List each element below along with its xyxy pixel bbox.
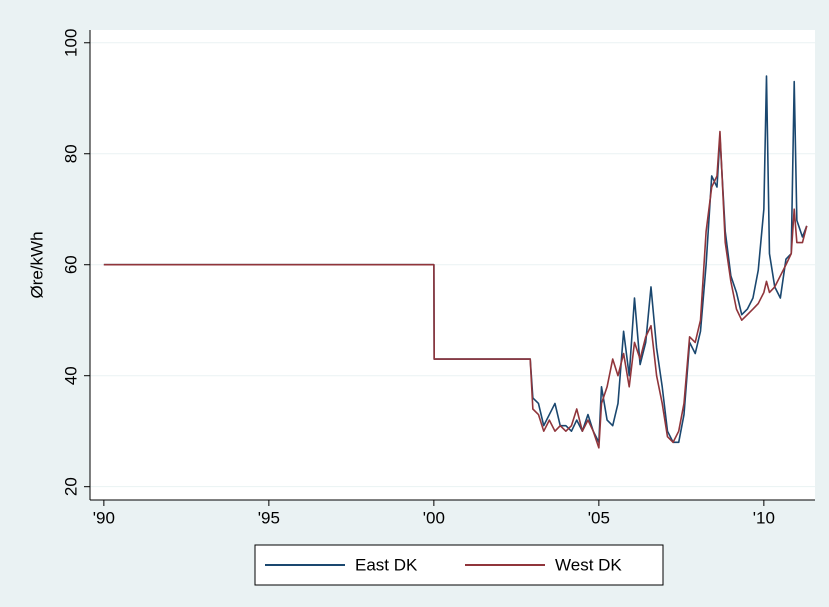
- legend-label: East DK: [355, 555, 418, 574]
- y-axis-title: Øre/kWh: [27, 231, 46, 298]
- line-series: [103, 130, 808, 449]
- y-tick-label: 20: [61, 477, 80, 496]
- y-tick-label: 40: [61, 366, 80, 385]
- legend-label: West DK: [555, 555, 622, 574]
- y-tick-label: 100: [61, 29, 80, 57]
- x-tick-label: '10: [753, 508, 775, 527]
- x-tick-label: '90: [93, 508, 115, 527]
- y-tick-label: 80: [61, 144, 80, 163]
- x-tick-label: '05: [588, 508, 610, 527]
- x-tick-label: '95: [258, 508, 280, 527]
- x-tick-label: '00: [423, 508, 445, 527]
- line-series: [103, 75, 808, 444]
- y-tick-label: 60: [61, 255, 80, 274]
